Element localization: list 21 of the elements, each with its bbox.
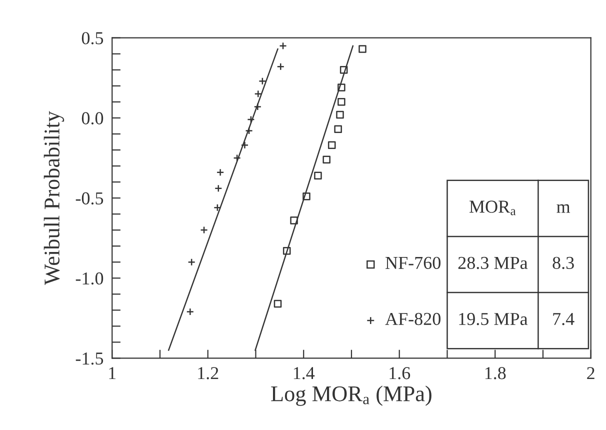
x-tick-label: 1.6: [390, 367, 410, 380]
x-tick-label: 1.8: [485, 367, 506, 380]
y-tick-label: 0.5: [82, 32, 104, 44]
y-tick-label: 0.0: [82, 112, 104, 124]
annotation: 8.3: [552, 256, 574, 270]
annotation: 19.5 MPa: [459, 312, 528, 326]
annotation: m: [556, 204, 570, 213]
annotation: MOR$_{a}$: [469, 200, 516, 216]
y-axis-title: Weibull Probability: [44, 111, 64, 286]
x-tick-label: 1.2: [198, 367, 218, 380]
legend-label: AF-820: [385, 312, 440, 326]
legend-label: NF-760: [386, 256, 440, 270]
y-tick-label: -1.0: [76, 272, 104, 285]
annotation: 28.3 MPa: [458, 256, 528, 270]
x-axis-title: Log MOR$_{a}$ (MPa): [271, 386, 432, 406]
x-tick-label: 1.4: [294, 367, 315, 380]
y-tick-label: -1.5: [76, 352, 104, 365]
x-tick-label: 1: [109, 367, 116, 380]
x-tick-label: 2: [587, 367, 594, 380]
annotation: 7.4: [553, 313, 574, 326]
y-tick-label: -0.5: [76, 192, 104, 205]
